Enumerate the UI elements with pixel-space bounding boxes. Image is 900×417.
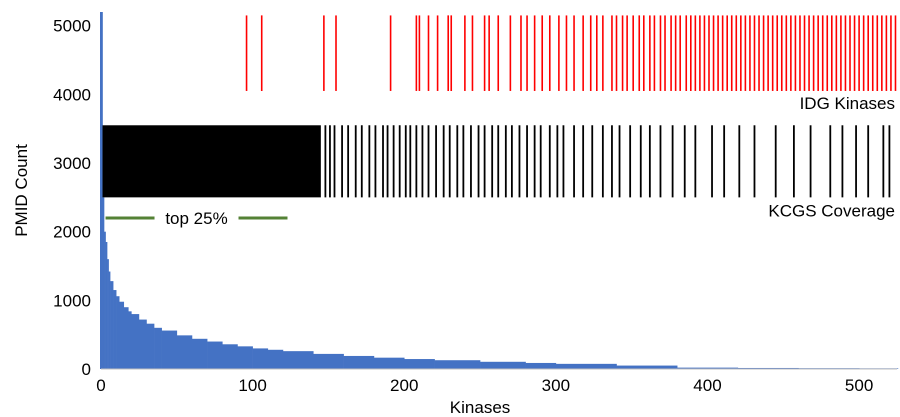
x-tick-label: 300 xyxy=(542,376,570,395)
idg-kinases-band xyxy=(245,15,897,91)
kcgs-coverage-label: KCGS Coverage xyxy=(768,201,895,220)
y-tick-label: 4000 xyxy=(53,85,91,104)
x-axis-label: Kinases xyxy=(450,398,510,417)
distribution-bar xyxy=(237,346,253,369)
x-tick-label: 200 xyxy=(390,376,418,395)
plot-area: top 25% IDG Kinases KCGS Coverage xyxy=(101,12,899,369)
x-tick-label: 0 xyxy=(96,376,105,395)
distribution-bar xyxy=(102,197,105,369)
y-tick-label: 2000 xyxy=(53,223,91,242)
x-axis-ticks: 0 100 200 300 400 500 xyxy=(96,376,873,395)
distribution-bar xyxy=(480,361,526,369)
distribution-bar xyxy=(116,296,120,369)
distribution-bar xyxy=(252,348,269,369)
distribution-bar xyxy=(108,271,111,369)
distribution-bar xyxy=(176,335,193,369)
distribution-bar xyxy=(113,290,117,369)
distribution-bar xyxy=(434,360,481,369)
x-tick-label: 500 xyxy=(845,376,873,395)
distribution-bar xyxy=(131,314,140,369)
distribution-bar xyxy=(191,338,208,369)
distribution-bar xyxy=(616,365,678,369)
distribution-bar xyxy=(555,363,617,369)
distribution-bar xyxy=(373,357,405,369)
distribution-bar xyxy=(138,319,147,369)
y-tick-label: 1000 xyxy=(53,291,91,310)
top25-marker: top 25% xyxy=(105,209,288,228)
distribution-bar xyxy=(313,353,344,369)
y-tick-label: 0 xyxy=(82,360,91,379)
x-tick-label: 400 xyxy=(693,376,721,395)
distribution-bar xyxy=(161,330,178,369)
distribution-bar xyxy=(119,301,125,369)
distribution-bar xyxy=(154,327,162,369)
y-axis-ticks: 0 1000 2000 3000 4000 5000 xyxy=(53,17,91,379)
distribution-bar xyxy=(146,323,155,369)
distribution-bar xyxy=(737,367,799,369)
y-tick-label: 5000 xyxy=(53,17,91,36)
distribution-bar xyxy=(343,355,375,369)
distribution-bar xyxy=(104,231,106,369)
distribution-bar xyxy=(677,367,739,369)
distribution-bar xyxy=(110,281,114,369)
distribution-bar xyxy=(107,259,109,369)
kcgs-coverage-band xyxy=(102,125,891,198)
distribution-bar xyxy=(207,341,223,369)
distribution-series xyxy=(101,12,899,369)
top25-label: top 25% xyxy=(165,209,227,228)
distribution-bar xyxy=(128,311,132,369)
x-tick-label: 100 xyxy=(238,376,266,395)
kcgs-coverage-block xyxy=(102,125,321,198)
distribution-bar xyxy=(267,349,284,369)
distribution-bar xyxy=(282,351,314,369)
distribution-bar xyxy=(105,241,108,369)
y-tick-label: 3000 xyxy=(53,154,91,173)
distribution-bar xyxy=(404,359,435,369)
distribution-bar xyxy=(525,362,557,369)
distribution-bar xyxy=(897,368,899,369)
distribution-bar xyxy=(123,307,129,369)
idg-kinases-label: IDG Kinases xyxy=(800,94,895,113)
y-axis-label: PMID Count xyxy=(12,144,31,237)
distribution-bar xyxy=(222,344,238,369)
